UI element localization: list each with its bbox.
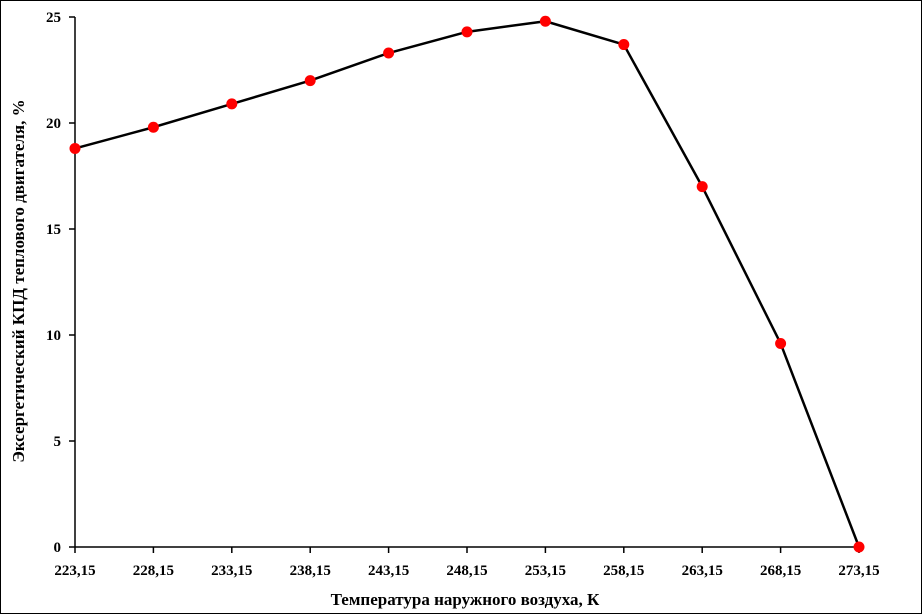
y-tick-label: 25 xyxy=(46,10,61,26)
x-tick-label: 228,15 xyxy=(133,563,174,579)
x-tick-label: 248,15 xyxy=(446,563,487,579)
x-tick-label: 243,15 xyxy=(368,563,409,579)
series-line xyxy=(74,19,861,548)
y-tick-label: 20 xyxy=(46,116,61,132)
y-tick-label: 5 xyxy=(54,434,62,450)
x-tick-label: 263,15 xyxy=(682,563,723,579)
y-tick-label: 15 xyxy=(46,222,61,238)
data-point xyxy=(461,26,473,38)
data-point xyxy=(853,541,865,553)
data-point xyxy=(226,98,238,110)
data-point xyxy=(775,337,787,349)
axes xyxy=(74,17,859,548)
y-axis-ticks: 0 5 10 15 20 25 xyxy=(46,10,75,556)
data-point xyxy=(618,39,630,51)
x-tick-label: 268,15 xyxy=(760,563,801,579)
data-point xyxy=(696,181,708,193)
y-tick-label: 10 xyxy=(46,328,61,344)
x-tick-label: 238,15 xyxy=(290,563,331,579)
series-group xyxy=(69,15,865,553)
y-axis-title: Эксергетический КПД теплового двигателя,… xyxy=(9,99,28,462)
data-point xyxy=(383,47,395,59)
x-tick-label: 223,15 xyxy=(54,563,95,579)
x-tick-label: 233,15 xyxy=(211,563,252,579)
data-point xyxy=(539,15,551,27)
x-axis-title: Температура наружного воздуха, К xyxy=(331,590,600,609)
data-point xyxy=(69,142,81,154)
x-axis-ticks: 223,15 228,15 233,15 238,15 243,15 248,15 253,… xyxy=(54,547,880,579)
data-point xyxy=(147,121,159,133)
x-tick-label: 253,15 xyxy=(525,563,566,579)
x-tick-label: 258,15 xyxy=(603,563,644,579)
y-tick-label: 0 xyxy=(54,540,62,556)
x-tick-label: 273,15 xyxy=(838,563,879,579)
data-point xyxy=(304,75,316,87)
